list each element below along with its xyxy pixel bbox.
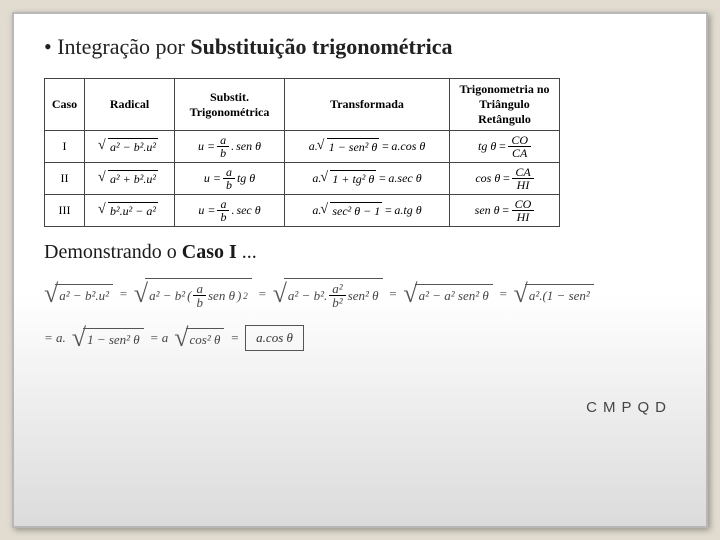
cmpqd-label: CMPQD xyxy=(586,399,672,416)
cell-trig: sen θ = COHI xyxy=(450,195,560,227)
table-row: III b².u² − a² u = ab.sec θ a.sec² θ − 1… xyxy=(45,195,560,227)
cell-radical: a² − b².u² xyxy=(85,131,175,163)
slide: • Integração por Substituição trigonomét… xyxy=(12,12,708,528)
equation-line-1: a² − b².u² = a² − b²(absen θ)2 = a² − b²… xyxy=(44,278,676,309)
demo-tail: ... xyxy=(237,241,257,263)
cell-trig: tg θ = COCA xyxy=(450,131,560,163)
cell-substit: u = ab.sen θ xyxy=(175,131,285,163)
cell-substit: u = ab.sec θ xyxy=(175,195,285,227)
th-transformada: Transformada xyxy=(285,79,450,131)
cell-caso: III xyxy=(45,195,85,227)
table-row: I a² − b².u² u = ab.sen θ a.1 − sen² θ =… xyxy=(45,131,560,163)
slide-title: • Integração por Substituição trigonomét… xyxy=(44,34,676,60)
table-header-row: Caso Radical Substit. Trigonométrica Tra… xyxy=(45,79,560,131)
cell-caso: I xyxy=(45,131,85,163)
substitution-table: Caso Radical Substit. Trigonométrica Tra… xyxy=(44,78,560,227)
cell-caso: II xyxy=(45,163,85,195)
equation-line-2: = a.1 − sen² θ = acos² θ = a.cos θ xyxy=(44,323,676,353)
table-row: II a² + b².u² u = abtg θ a.1 + tg² θ = a… xyxy=(45,163,560,195)
title-bold: Substituição trigonométrica xyxy=(190,34,452,59)
th-substit: Substit. Trigonométrica xyxy=(175,79,285,131)
cell-transformada: a.1 − sen² θ = a.cos θ xyxy=(285,131,450,163)
demo-bold: Caso I xyxy=(182,241,237,263)
cell-substit: u = abtg θ xyxy=(175,163,285,195)
th-caso: Caso xyxy=(45,79,85,131)
cell-radical: a² + b².u² xyxy=(85,163,175,195)
result-box: a.cos θ xyxy=(245,325,304,351)
cell-trig: cos θ = CAHI xyxy=(450,163,560,195)
th-radical: Radical xyxy=(85,79,175,131)
cell-radical: b².u² − a² xyxy=(85,195,175,227)
cell-transformada: a.1 + tg² θ = a.sec θ xyxy=(285,163,450,195)
demo-title: Demonstrando o Caso I ... xyxy=(44,241,676,264)
title-plain: • Integração por xyxy=(44,34,190,59)
cell-transformada: a.sec² θ − 1 = a.tg θ xyxy=(285,195,450,227)
th-trig: Trigonometria no Triângulo Retângulo xyxy=(450,79,560,131)
demo-plain: Demonstrando o xyxy=(44,241,182,263)
